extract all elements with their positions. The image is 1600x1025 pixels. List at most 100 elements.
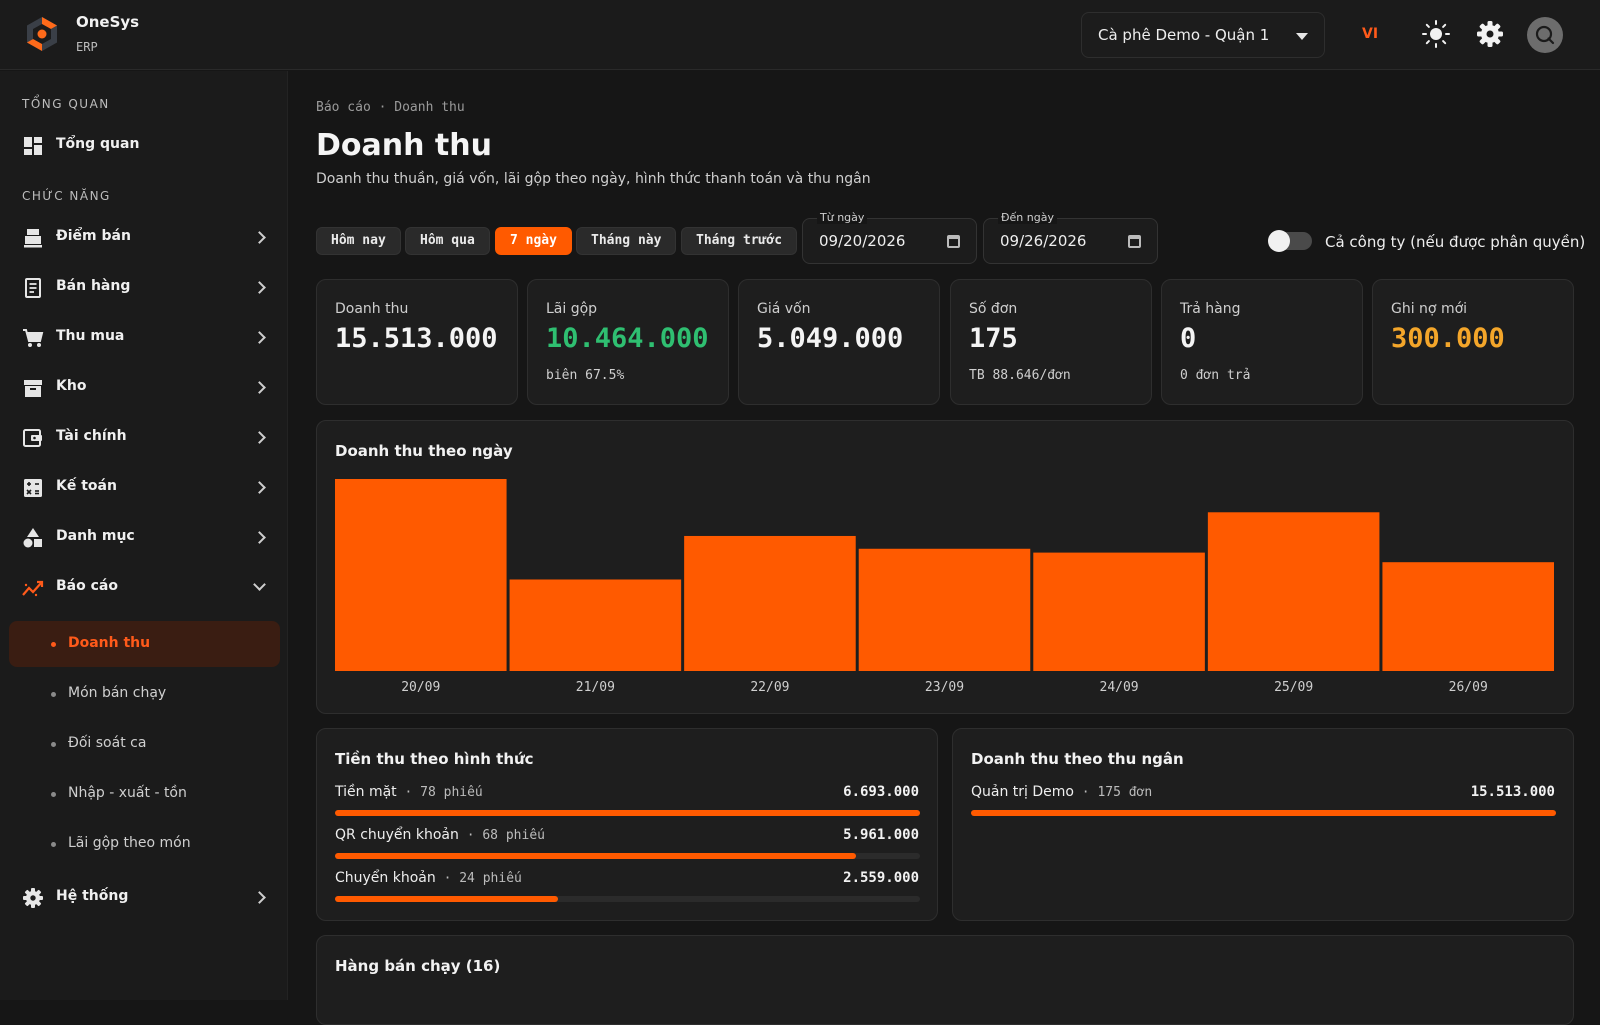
- daily-revenue-chart: 20/09 21/09 22/09 23/09 24/09 25/09 26/09: [335, 479, 1554, 695]
- stat-value: 175: [969, 323, 1018, 354]
- sidebar-item-label: Tài chính: [56, 428, 127, 444]
- sidebar-item-warehouse[interactable]: Kho: [0, 368, 288, 408]
- progress-fill: [971, 810, 1556, 816]
- sidebar-item-label: Điểm bán: [56, 228, 131, 244]
- x-tick-label: 23/09: [925, 680, 964, 695]
- cashier-order-count: 175 đơn: [1097, 785, 1153, 800]
- sidebar-subitem-bestsellers[interactable]: Món bán chạy: [9, 671, 280, 717]
- chip-yesterday[interactable]: Hôm qua: [405, 227, 490, 255]
- language-switch[interactable]: VI: [1362, 26, 1379, 42]
- store-select[interactable]: Cà phê Demo - Quận 1: [1081, 12, 1325, 58]
- bar-26-09[interactable]: [1382, 562, 1554, 671]
- stat-label: Giá vốn: [757, 301, 811, 317]
- sidebar-subitem-revenue[interactable]: Doanh thu: [9, 621, 280, 667]
- bar-23-09[interactable]: [858, 548, 1031, 671]
- pos-icon: [24, 229, 42, 248]
- bar-24-09[interactable]: [1033, 552, 1205, 671]
- page-subtitle: Doanh thu thuần, giá vốn, lãi gộp theo n…: [316, 171, 871, 187]
- stat-label: Ghi nợ mới: [1391, 301, 1468, 317]
- cashier-name: Quản trị Demo: [971, 784, 1074, 800]
- chip-7-days[interactable]: 7 ngày: [495, 227, 572, 255]
- stat-value: 10.464.000: [546, 323, 709, 354]
- sidebar-item-accounting[interactable]: Kế toán: [0, 468, 288, 508]
- x-tick-label: 24/09: [1100, 680, 1139, 695]
- onesys-logo-icon[interactable]: [24, 16, 60, 52]
- section-title-overview: TỔNG QUAN: [22, 97, 110, 111]
- company-wide-toggle[interactable]: [1268, 230, 1312, 252]
- sidebar-subitem-inventory[interactable]: Nhập - xuất - tồn: [9, 771, 280, 817]
- from-date-field[interactable]: Từ ngày 09/20/2026: [802, 211, 977, 264]
- stat-card-returns: Trả hàng 0 0 đơn trả: [1161, 279, 1363, 405]
- progress-fill: [335, 896, 559, 902]
- sun-icon[interactable]: [1422, 20, 1450, 48]
- stat-value: 300.000: [1391, 323, 1505, 354]
- sidebar-subitem-gross-profit[interactable]: Lãi gộp theo món: [9, 821, 280, 867]
- sidebar-item-label: Bán hàng: [56, 278, 131, 294]
- payment-count: 68 phiếu: [482, 828, 545, 843]
- sidebar-item-pos[interactable]: Điểm bán: [0, 218, 288, 258]
- sidebar-subitem-label: Món bán chạy: [68, 685, 167, 701]
- cart-icon: [23, 329, 44, 347]
- chip-last-month[interactable]: Tháng trước: [681, 227, 798, 255]
- chart-title: Doanh thu theo ngày: [335, 442, 513, 460]
- sidebar-item-purchase[interactable]: Thu mua: [0, 318, 288, 358]
- stat-label: Lãi gộp: [546, 301, 598, 317]
- bullet-dot-icon: [51, 842, 56, 847]
- payment-name: Chuyển khoản: [335, 870, 436, 886]
- progress-track: [335, 853, 920, 859]
- bullet-dot-icon: [51, 742, 56, 747]
- stat-label: Doanh thu: [335, 301, 409, 317]
- stat-label: Trả hàng: [1180, 301, 1241, 317]
- sidebar-item-sales[interactable]: Bán hàng: [0, 268, 288, 308]
- cashier-amount: 15.513.000: [1470, 784, 1555, 800]
- calendar-icon[interactable]: [947, 235, 960, 248]
- stat-label: Số đơn: [969, 301, 1018, 317]
- gear-icon[interactable]: [1476, 20, 1504, 48]
- brand-subtitle: ERP: [76, 40, 98, 54]
- chip-this-month[interactable]: Tháng này: [576, 227, 677, 255]
- chevron-right-icon: [253, 331, 266, 344]
- top-bar: OneSys ERP Cà phê Demo - Quận 1 VI: [0, 0, 1600, 70]
- bar-25-09[interactable]: [1207, 512, 1380, 671]
- bar-20-09[interactable]: [335, 479, 507, 671]
- chevron-right-icon: [253, 481, 266, 494]
- chevron-right-icon: [253, 431, 266, 444]
- from-date-value: 09/20/2026: [819, 232, 906, 250]
- bar-21-09[interactable]: [509, 579, 682, 671]
- stat-value: 15.513.000: [335, 323, 498, 354]
- sidebar-item-catalog[interactable]: Danh mục: [0, 518, 288, 558]
- wallet-icon: [23, 429, 42, 447]
- chevron-right-icon: [253, 891, 266, 904]
- chip-today[interactable]: Hôm nay: [316, 227, 401, 255]
- sidebar-item-finance[interactable]: Tài chính: [0, 418, 288, 458]
- chevron-right-icon: [253, 231, 266, 244]
- payment-count: 24 phiếu: [459, 871, 522, 886]
- sidebar-subitem-label: Đối soát ca: [68, 735, 147, 751]
- store-select-value: Cà phê Demo - Quận 1: [1098, 26, 1270, 44]
- shapes-icon: [23, 528, 42, 548]
- x-tick-label: 22/09: [750, 680, 789, 695]
- to-date-field[interactable]: Đến ngày 09/26/2026: [983, 211, 1158, 264]
- payment-amount: 6.693.000: [843, 784, 919, 800]
- sidebar-item-label: Kho: [56, 378, 87, 394]
- sidebar-item-overview[interactable]: Tổng quan: [0, 126, 288, 166]
- user-avatar-icon: [1535, 25, 1555, 45]
- cashier-revenue-title: Doanh thu theo thu ngân: [971, 750, 1184, 768]
- avatar[interactable]: [1527, 17, 1563, 53]
- bullet-dot-icon: [51, 692, 56, 697]
- from-date-label: Từ ngày: [817, 211, 868, 224]
- sidebar-item-label: Danh mục: [56, 528, 135, 544]
- sidebar-item-reports[interactable]: Báo cáo: [0, 568, 288, 608]
- bar-22-09[interactable]: [684, 535, 856, 671]
- calculator-icon: [24, 479, 42, 497]
- dashboard-icon: [24, 137, 42, 155]
- calendar-icon[interactable]: [1128, 235, 1141, 248]
- sidebar-item-system[interactable]: Hệ thống: [0, 878, 288, 918]
- sidebar-item-label: Báo cáo: [56, 578, 118, 594]
- to-date-label: Đến ngày: [998, 211, 1057, 224]
- bullet-dot-icon: [51, 642, 56, 647]
- progress-track: [335, 810, 920, 816]
- sidebar-item-label: Thu mua: [56, 328, 125, 344]
- progress-fill: [335, 853, 856, 859]
- sidebar-subitem-shift-reconcile[interactable]: Đối soát ca: [9, 721, 280, 767]
